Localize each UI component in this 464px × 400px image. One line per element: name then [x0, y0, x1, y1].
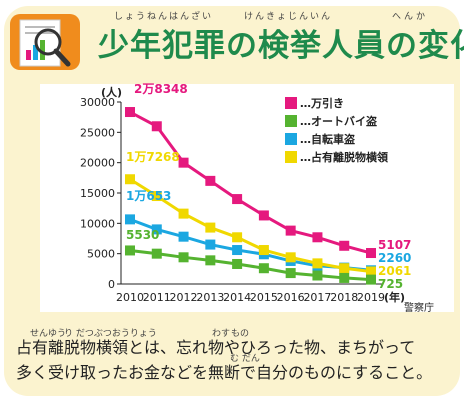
data-point [339, 240, 350, 251]
title-ruby-3: へんか [392, 12, 429, 22]
data-point [232, 245, 243, 256]
legend-label: …万引き [300, 96, 344, 110]
x-tick-label: 2018 [330, 291, 358, 304]
desc-ruby-ridatsu: り だつぶつおうりょう [64, 329, 157, 339]
source-label: 警察庁 [404, 303, 434, 314]
data-label-last: 5107 [378, 238, 411, 252]
x-tick-label: 2015 [250, 291, 278, 304]
data-point [178, 208, 189, 219]
y-tick-label: 25000 [80, 126, 115, 139]
data-point [312, 232, 323, 243]
series-line [129, 177, 372, 273]
y-axis-label: (人) [101, 85, 122, 99]
data-label-last: 2260 [378, 251, 411, 265]
description-line-2: 多く受け取ったお金などを無断で自分のものにすること。 [16, 363, 433, 382]
y-tick-label: 0 [108, 278, 115, 291]
data-point [232, 194, 243, 205]
y-tick-label: 10000 [80, 217, 115, 230]
desc-ruby-senyuu: せんゆう [30, 329, 67, 339]
data-point [125, 214, 135, 225]
data-label-first: 1万7268 [126, 150, 180, 164]
x-tick-label: 2016 [277, 291, 305, 304]
legend-label: …占有離脱物横領 [300, 150, 389, 164]
legend-swatch [285, 115, 297, 127]
page-title: 少年犯罪の検挙人員の変化 [98, 28, 464, 64]
data-point [339, 272, 350, 283]
data-point [366, 248, 376, 259]
data-point [205, 255, 216, 266]
legend-label: …自転車盗 [300, 132, 355, 146]
title-ruby-2: けんきょじんいん [244, 12, 333, 22]
y-tick-label: 30000 [80, 96, 115, 109]
data-point [232, 232, 243, 243]
x-tick-label: 2011 [143, 291, 171, 304]
data-point [258, 263, 269, 274]
desc-ruby-mudan: む だん [230, 354, 260, 364]
title-ruby-1: しょうねんはんざい [114, 12, 214, 22]
data-label-first: 2万8348 [134, 82, 188, 96]
data-point [125, 174, 135, 185]
data-point [339, 263, 350, 274]
series-line [129, 110, 372, 255]
data-point [285, 268, 296, 279]
data-label-first: 1万653 [126, 189, 171, 203]
data-point [285, 225, 296, 236]
series-line [129, 248, 372, 282]
x-tick-label: 2010 [116, 291, 144, 304]
data-label-last: 2061 [378, 264, 411, 278]
data-point [151, 121, 162, 132]
data-point [285, 252, 296, 263]
description-line-1: 占有離脱物横領とは、忘れ物やひろった物、まちがって [16, 338, 416, 357]
data-point [178, 252, 189, 263]
x-tick-label: 2012 [170, 291, 198, 304]
data-point [366, 266, 376, 277]
legend-swatch [285, 133, 297, 145]
chart-panel [40, 84, 454, 312]
y-tick-label: 5000 [87, 248, 115, 261]
data-label-first: 5530 [126, 228, 159, 242]
data-point [151, 191, 162, 202]
data-point [151, 224, 162, 235]
data-point [258, 245, 269, 256]
data-point [178, 157, 189, 168]
data-point [205, 175, 216, 186]
y-tick-label: 20000 [80, 157, 115, 170]
data-point [312, 270, 323, 281]
legend-swatch [285, 151, 297, 163]
data-point [151, 248, 162, 259]
data-point [366, 274, 376, 285]
data-point [205, 239, 216, 250]
data-point [125, 107, 135, 118]
x-tick-label: 2019 [357, 291, 385, 304]
desc-ruby-mono: もの [231, 329, 250, 339]
y-tick-label: 15000 [80, 187, 115, 200]
description: 占有離脱物横領とは、忘れ物やひろった物、まちがって 多く受け取ったお金などを無断… [16, 335, 446, 385]
x-tick-label: 2017 [303, 291, 331, 304]
legend-label: …オートバイ盗 [300, 114, 377, 128]
data-point [178, 231, 189, 242]
x-tick-label: 2014 [223, 291, 251, 304]
data-label-last: 725 [378, 277, 403, 291]
data-point [258, 210, 269, 221]
legend-swatch [285, 97, 297, 109]
x-tick-label: 2013 [196, 291, 224, 304]
desc-ruby-wasure: わす [212, 329, 231, 339]
data-point [205, 222, 216, 233]
search-chart-icon [8, 10, 84, 74]
data-point [232, 258, 243, 269]
data-point [125, 245, 135, 256]
data-point [312, 258, 323, 269]
x-axis-label: (年) [384, 290, 405, 304]
